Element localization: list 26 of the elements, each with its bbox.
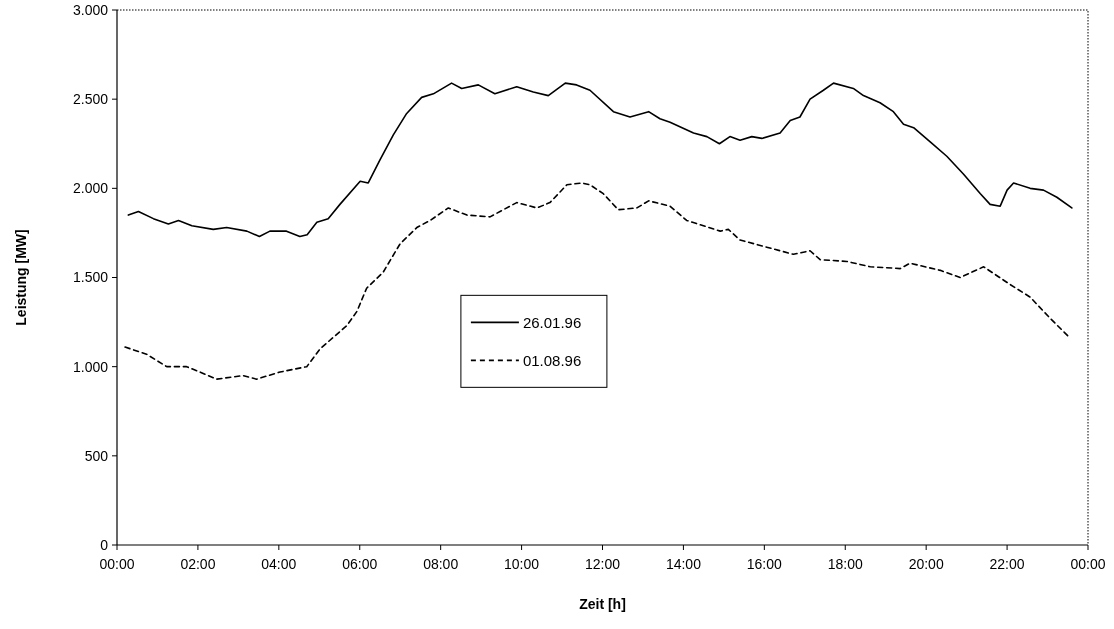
line-series	[127, 82, 1073, 238]
y-tick-label: 2.500	[72, 91, 109, 108]
x-tick-label: 00:00	[99, 556, 135, 572]
x-axis-title: Zeit [h]	[579, 596, 626, 612]
y-tick-label: 0	[100, 536, 109, 553]
x-tick-label: 10:00	[504, 556, 540, 572]
legend-label: 26.01.96	[522, 313, 582, 331]
line-series	[124, 182, 1071, 380]
x-tick-label: 08:00	[423, 556, 459, 572]
x-tick-label: 22:00	[989, 556, 1025, 572]
legend-label: 01.08.96	[522, 351, 582, 369]
x-tick-label: 16:00	[746, 556, 783, 572]
x-tick-label: 04:00	[261, 556, 297, 572]
y-tick-label: 1.500	[72, 269, 109, 286]
y-tick-label: 500	[84, 447, 109, 464]
x-tick-label: 06:00	[342, 556, 378, 572]
y-tick-label: 3.000	[72, 1, 109, 18]
x-tick-label: 14:00	[665, 556, 702, 572]
x-tick-label: 02:00	[180, 556, 216, 572]
x-tick-label: 00:00	[1070, 556, 1106, 572]
x-tick-label: 12:00	[584, 556, 621, 572]
y-tick-label: 1.000	[72, 358, 109, 375]
x-tick-label: 20:00	[908, 556, 944, 572]
x-tick-label: 18:00	[827, 556, 863, 572]
y-axis-title: Leistung [MW]	[13, 229, 29, 326]
y-tick-label: 2.000	[72, 180, 109, 197]
